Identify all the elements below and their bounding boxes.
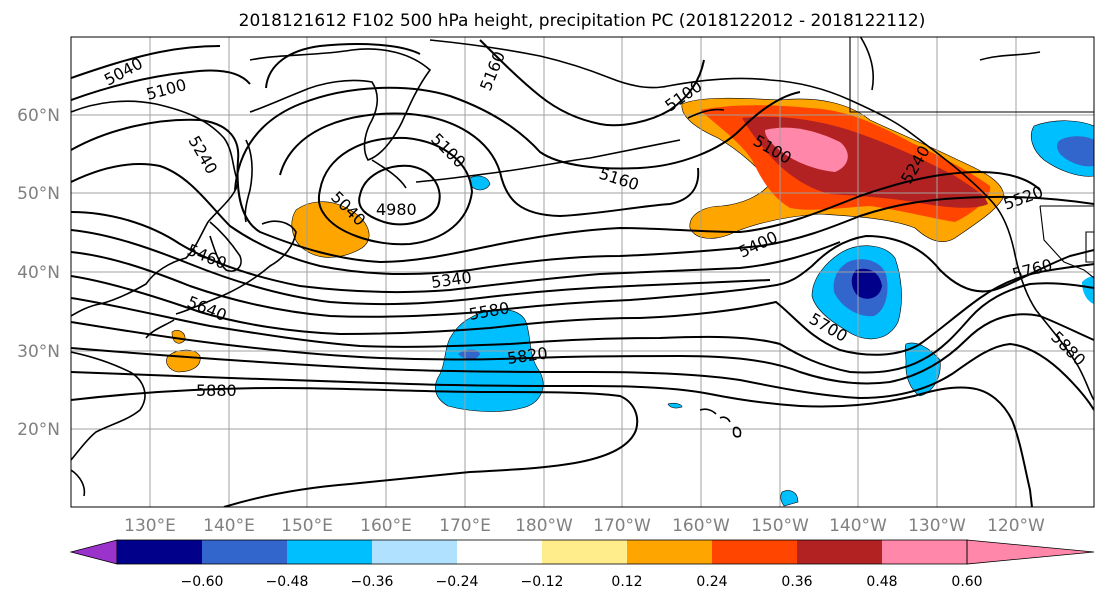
lon-tick-label: 160°W	[672, 516, 730, 536]
precip-positive-area-east-of-japan	[291, 201, 370, 258]
map-title: 2018121612 F102 500 hPa height, precipit…	[239, 11, 926, 31]
lon-tick-label: 180°W	[515, 516, 573, 536]
colorbar-tick-label: 0.36	[781, 574, 812, 590]
colorbar-segment	[712, 540, 797, 564]
colorbar-segment	[202, 540, 287, 564]
colorbar-extension-right	[966, 539, 1095, 565]
lon-tick-label: 140°E	[203, 516, 255, 536]
colorbar-tick-label: −0.60	[181, 574, 224, 590]
longitude-axis: 130°E 140°E 150°E 160°E 170°E 180°W 170°…	[124, 516, 1045, 536]
lon-tick-label: 170°E	[439, 516, 491, 536]
precip-negative-area-nevada	[1082, 276, 1094, 304]
colorbar: −0.60 −0.48 −0.36 −0.24 −0.12 0.12 0.24 …	[69, 539, 1095, 590]
lat-tick-label: 20°N	[17, 420, 60, 440]
lat-tick-label: 50°N	[17, 184, 60, 204]
lon-tick-label: 140°W	[829, 516, 887, 536]
latitude-axis: 20°N 30°N 40°N 50°N 60°N	[17, 106, 60, 440]
colorbar-segment	[882, 540, 967, 564]
precip-positive-area-max	[765, 127, 848, 172]
colorbar-segment	[797, 540, 882, 564]
colorbar-segment	[117, 540, 202, 564]
precip-negative-area-british-columbia-core	[1057, 136, 1094, 167]
precip-negative-area-small-south	[780, 490, 799, 507]
precip-negative-area-ne-pacific-max	[851, 268, 882, 299]
colorbar-tick-label: 0.48	[866, 574, 897, 590]
precip-negative-area-small-hawaii	[667, 402, 683, 409]
lon-tick-label: 130°E	[124, 516, 176, 536]
lon-tick-label: 160°E	[360, 516, 412, 536]
lon-tick-label: 120°W	[987, 516, 1045, 536]
colorbar-tick-label: 0.60	[951, 574, 982, 590]
contour-label: 5880	[196, 381, 237, 400]
precip-negative-area-bering	[469, 175, 491, 191]
lat-tick-label: 30°N	[17, 342, 60, 362]
map-panel: 5040 5100 5160 5100 5100 5240 4980 5040 …	[70, 36, 1095, 508]
colorbar-segment	[372, 540, 457, 564]
lon-tick-label: 150°E	[281, 516, 333, 536]
lat-tick-label: 40°N	[17, 263, 60, 283]
colorbar-tick-label: −0.48	[266, 574, 309, 590]
colorbar-tick-label: −0.36	[351, 574, 394, 590]
colorbar-tick-label: 0.24	[696, 574, 727, 590]
map-frame	[70, 36, 1095, 508]
contour-label: 4980	[376, 200, 417, 219]
lat-tick-label: 60°N	[17, 106, 60, 126]
colorbar-segment	[542, 540, 627, 564]
precip-negative-area-central-pacific-core	[458, 349, 480, 360]
height-contours	[71, 39, 1094, 507]
lon-tick-label: 130°W	[908, 516, 966, 536]
colorbar-tick-label: −0.12	[521, 574, 564, 590]
lon-tick-label: 170°W	[593, 516, 651, 536]
colorbar-tick-label: 0.12	[611, 574, 642, 590]
colorbar-tick-label: −0.24	[436, 574, 479, 590]
colorbar-frame	[116, 539, 968, 565]
colorbar-segment	[457, 540, 542, 564]
colorbar-segment	[627, 540, 712, 564]
colorbar-extension-left	[69, 539, 118, 565]
lon-tick-label: 150°W	[751, 516, 809, 536]
coastlines	[71, 37, 1094, 497]
colorbar-segment	[287, 540, 372, 564]
